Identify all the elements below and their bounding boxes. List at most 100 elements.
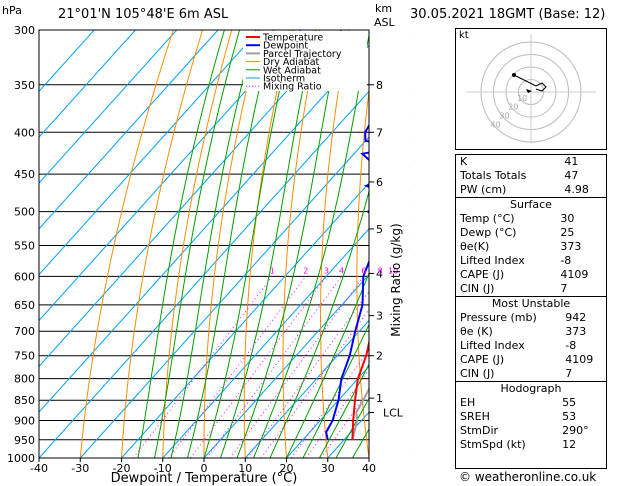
surface-table: Temp (°C) 30 Dewp (°C) 25 θe(K) 373 Lifted … <box>456 212 606 296</box>
index-row: θe (K) 373 <box>456 325 606 339</box>
dry-adiabat-line <box>162 30 233 458</box>
x-tick-label: -20 <box>113 462 131 475</box>
index-row: CIN (J) 7 <box>456 367 606 381</box>
index-value: 53 <box>562 410 577 423</box>
index-value: 47 <box>564 169 579 182</box>
x-tick-label: -40 <box>30 462 48 475</box>
index-label: SREH <box>460 410 490 423</box>
mixing-ratio-label: 4 <box>339 266 344 275</box>
index-value: -8 <box>560 254 572 267</box>
index-row: Totals Totals 47 <box>456 169 606 183</box>
index-label: CAPE (J) <box>460 353 505 366</box>
surface-section-title: Surface <box>456 197 606 212</box>
index-row: Pressure (mb) 942 <box>456 311 606 325</box>
wet-adiabat-line <box>253 32 369 458</box>
dry-adiabat-line <box>121 30 203 458</box>
index-label: CIN (J) <box>460 367 495 380</box>
km-tick-label: 7 <box>376 126 383 139</box>
pressure-tick-label: 1000 <box>7 452 35 465</box>
wet-adiabat-line <box>335 397 369 458</box>
pressure-tick-label: 300 <box>14 24 35 37</box>
index-value: 4.98 <box>564 183 589 196</box>
index-label: Lifted Index <box>460 254 525 267</box>
isotherm-line <box>39 30 260 276</box>
km-tick-label: 3 <box>376 310 383 323</box>
wet-adiabat-line <box>187 30 274 458</box>
km-tick-label: 4 <box>376 267 383 280</box>
footer-credit[interactable]: © weatheronline.co.uk <box>459 470 597 484</box>
hodograph-ring-label: 10 <box>517 94 527 103</box>
pressure-tick-label: 750 <box>14 350 35 363</box>
km-tick-label: 6 <box>376 176 383 189</box>
pressure-tick-label: 850 <box>14 394 35 407</box>
index-label: CAPE (J) <box>460 268 505 281</box>
legend-box <box>243 31 367 91</box>
hodograph-ring-label: 20 <box>508 103 518 112</box>
isotherm-line <box>39 44 369 413</box>
isotherm-line <box>39 30 178 184</box>
temperature-line <box>351 338 369 440</box>
legend-entry: Mixing Ratio <box>263 82 322 93</box>
km-tick-label: 2 <box>376 350 383 363</box>
index-label: θe (K) <box>460 325 493 338</box>
wet-adiabat-line <box>302 323 369 458</box>
index-row: θe(K) 373 <box>456 240 606 254</box>
pressure-tick-label: 700 <box>14 325 35 338</box>
mixing-ratio-label: 3 <box>324 266 329 275</box>
index-value: 373 <box>565 325 587 338</box>
mixing-ratio-line <box>246 290 369 458</box>
index-value: 942 <box>565 311 587 324</box>
wet-adiabat-line <box>203 30 294 458</box>
wet-adiabat-line <box>319 363 369 458</box>
mixing-ratio-line <box>206 276 343 458</box>
dry-adiabat-line <box>356 87 369 458</box>
index-label: θe(K) <box>460 240 490 253</box>
mixing-ratio-line <box>229 276 365 458</box>
x-axis-label: Dewpoint / Temperature (°C) <box>111 471 298 486</box>
index-row: CIN (J) 7 <box>456 282 606 296</box>
pressure-tick-label: 400 <box>14 126 35 139</box>
mixing-ratio-label: 2 <box>303 266 308 275</box>
hpa-label: hPa <box>2 4 22 17</box>
index-value: 7 <box>565 367 573 380</box>
isotherm-line <box>79 136 369 458</box>
km-tick-label: LCL <box>383 407 404 420</box>
index-row: Temp (°C) 30 <box>456 212 606 226</box>
index-row: StmDir 290° <box>456 424 606 438</box>
x-tick-label: -10 <box>154 462 172 475</box>
hodograph-ring-label: 30 <box>499 112 509 121</box>
index-value: 25 <box>560 226 575 239</box>
mixing-ratio-line <box>260 308 369 458</box>
wet-adiabat-line <box>269 189 369 458</box>
x-tick-label: 30 <box>321 462 335 475</box>
parcel-trajectory-line <box>351 386 369 441</box>
isotherm-line <box>203 273 369 458</box>
index-label: Dewp (°C) <box>460 226 517 239</box>
pressure-tick-label: 350 <box>14 79 35 92</box>
wet-adiabat-line <box>236 30 342 458</box>
wet-adiabat-line <box>154 30 240 458</box>
index-label: Totals Totals <box>460 169 527 182</box>
isotherm-line <box>286 365 369 458</box>
index-row: CAPE (J) 4109 <box>456 353 606 367</box>
mixing-ratio-label: 8 <box>378 266 383 275</box>
x-tick-label: 20 <box>280 462 294 475</box>
index-value: 290° <box>562 424 589 437</box>
index-row: Lifted Index -8 <box>456 339 606 353</box>
pressure-tick-label: 950 <box>14 434 35 447</box>
isotherm-line <box>244 319 369 458</box>
indices-panel: K 41 Totals Totals 47 PW (cm) 4.98 Surface … <box>455 154 607 469</box>
mixing-ratio-label: 6 <box>361 266 366 275</box>
mixing-ratio-label: 1 <box>270 266 275 275</box>
legend-entry: Wet Adiabat <box>263 65 321 76</box>
km-tick-label: 5 <box>376 223 383 236</box>
wet-adiabat-line <box>286 272 369 458</box>
index-value: 4109 <box>560 268 589 281</box>
legend-entry: Dry Adiabat <box>263 57 320 68</box>
hodograph-panel: 10 20 30 40 kt <box>455 28 607 150</box>
index-value: 373 <box>560 240 582 253</box>
index-value: 4109 <box>565 353 594 366</box>
storm-motion-marker <box>526 89 532 93</box>
dry-adiabat-line <box>203 30 262 458</box>
